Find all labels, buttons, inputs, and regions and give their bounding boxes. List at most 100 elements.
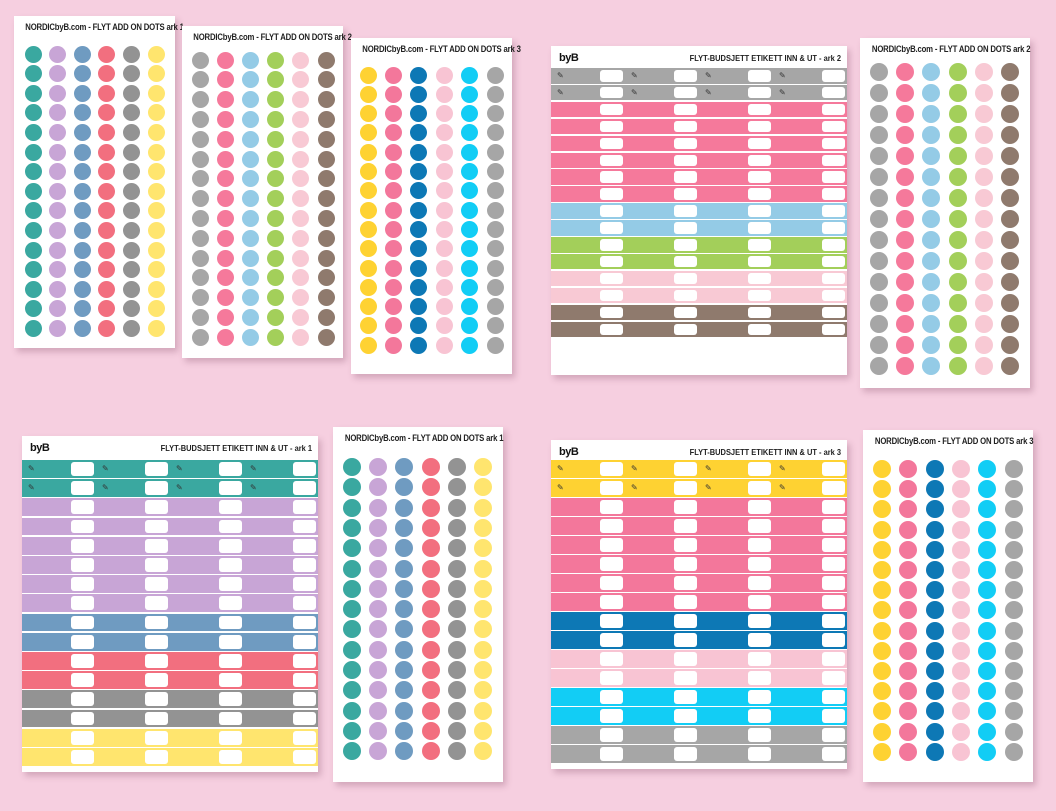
sticker-dot <box>421 620 440 639</box>
sticker-dot <box>899 460 918 478</box>
sticker-dot <box>474 721 492 740</box>
sticker-dot <box>870 105 888 123</box>
sticker-dot <box>474 600 492 619</box>
label-box <box>145 481 168 495</box>
sticker-dot <box>317 289 335 307</box>
sticker-dot <box>948 168 967 186</box>
sticker-dot <box>267 51 285 69</box>
label-strip <box>551 536 847 554</box>
sticker-dot <box>435 317 453 335</box>
label-box <box>674 728 697 742</box>
sticker-dot <box>343 701 361 720</box>
sticker-dot <box>1001 147 1019 165</box>
sticker-dot <box>948 210 967 228</box>
sticker-dot <box>24 182 42 200</box>
label-box <box>145 462 168 476</box>
sticker-dot <box>1001 357 1019 375</box>
sticker-dot <box>410 143 428 161</box>
sticker-dot <box>435 298 453 316</box>
sticker-dot <box>343 559 361 578</box>
sticker-dot <box>267 110 285 128</box>
pen-icon: ✎ <box>557 87 564 97</box>
pen-icon: ✎ <box>557 70 564 80</box>
sticker-dot <box>447 559 466 578</box>
label-strip <box>551 135 847 152</box>
sticker-dot <box>951 561 970 579</box>
sticker-dot <box>461 336 479 354</box>
label-box <box>600 671 623 685</box>
label-box <box>748 171 771 183</box>
sticker-dot <box>922 126 941 144</box>
sticker-dot <box>292 308 310 326</box>
sticker-dot <box>1004 662 1023 680</box>
sticker-dot <box>1004 581 1023 600</box>
pen-icon: ✎ <box>250 464 257 474</box>
sticker-dot <box>873 500 891 519</box>
sticker-dot <box>1004 702 1023 721</box>
label-box <box>600 519 623 533</box>
sticker-dot <box>98 319 116 337</box>
sticker-dot <box>241 110 259 128</box>
sticker-dot <box>974 189 993 207</box>
sticker-dot <box>191 308 209 326</box>
label-box <box>293 615 316 630</box>
sticker-dot <box>486 163 504 180</box>
label-box <box>822 481 845 495</box>
sticker-dot <box>461 298 479 316</box>
sticker-dot <box>343 620 361 639</box>
sticker-dot <box>73 123 91 141</box>
sticker-dot <box>896 210 915 228</box>
label-box <box>600 154 623 166</box>
label-box <box>748 222 771 234</box>
pen-icon: ✎ <box>631 70 638 80</box>
label-box <box>219 730 242 745</box>
sticker-dot <box>98 104 116 122</box>
label-strip <box>22 748 318 766</box>
sticker-dot <box>948 231 967 249</box>
sticker-dot <box>241 91 259 109</box>
sticker-dot <box>922 147 941 165</box>
sticker-dot <box>474 539 492 558</box>
sticker-dot <box>873 742 891 761</box>
sticker-dot <box>122 241 140 259</box>
sticker-dot <box>73 261 91 279</box>
sticker-dot <box>369 498 388 517</box>
sticker-dot <box>241 289 259 307</box>
sticker-dot <box>922 168 941 186</box>
sticker-dot <box>359 240 377 258</box>
label-box <box>674 462 697 476</box>
sticker-dot <box>343 721 361 740</box>
sticker-dot <box>359 105 377 123</box>
sticker-dot <box>267 209 285 227</box>
sticker-dot <box>896 63 915 81</box>
sticker-dot <box>474 681 492 700</box>
sticker-dot <box>421 559 440 578</box>
sticker-dot <box>974 336 993 354</box>
sticker-dot <box>216 71 234 89</box>
label-box <box>145 519 168 534</box>
sticker-dot <box>24 123 42 141</box>
label-box <box>145 500 168 515</box>
sticker-dot <box>486 143 504 161</box>
sticker-dot <box>216 51 234 69</box>
sticker-dot <box>191 130 209 148</box>
label-box <box>219 634 242 649</box>
sticker-dot <box>870 357 888 375</box>
sticker-dot <box>292 110 310 128</box>
sticker-dot <box>216 91 234 109</box>
sticker-dot <box>922 63 941 81</box>
label-strip: ✎ ✎ ✎ ✎ <box>22 479 318 497</box>
label-strip <box>551 745 847 763</box>
label-box <box>600 323 623 335</box>
label-strip <box>551 593 847 611</box>
label-box <box>674 86 697 99</box>
sticker-dot <box>974 105 993 123</box>
label-box <box>748 239 771 251</box>
sticker-dot <box>191 249 209 267</box>
sticker-dot <box>384 259 402 277</box>
sticker-dot <box>435 143 453 161</box>
sticker-dot <box>395 478 414 497</box>
label-box <box>219 654 242 668</box>
sticker-dot <box>395 600 414 619</box>
sticker-dot <box>384 317 402 335</box>
